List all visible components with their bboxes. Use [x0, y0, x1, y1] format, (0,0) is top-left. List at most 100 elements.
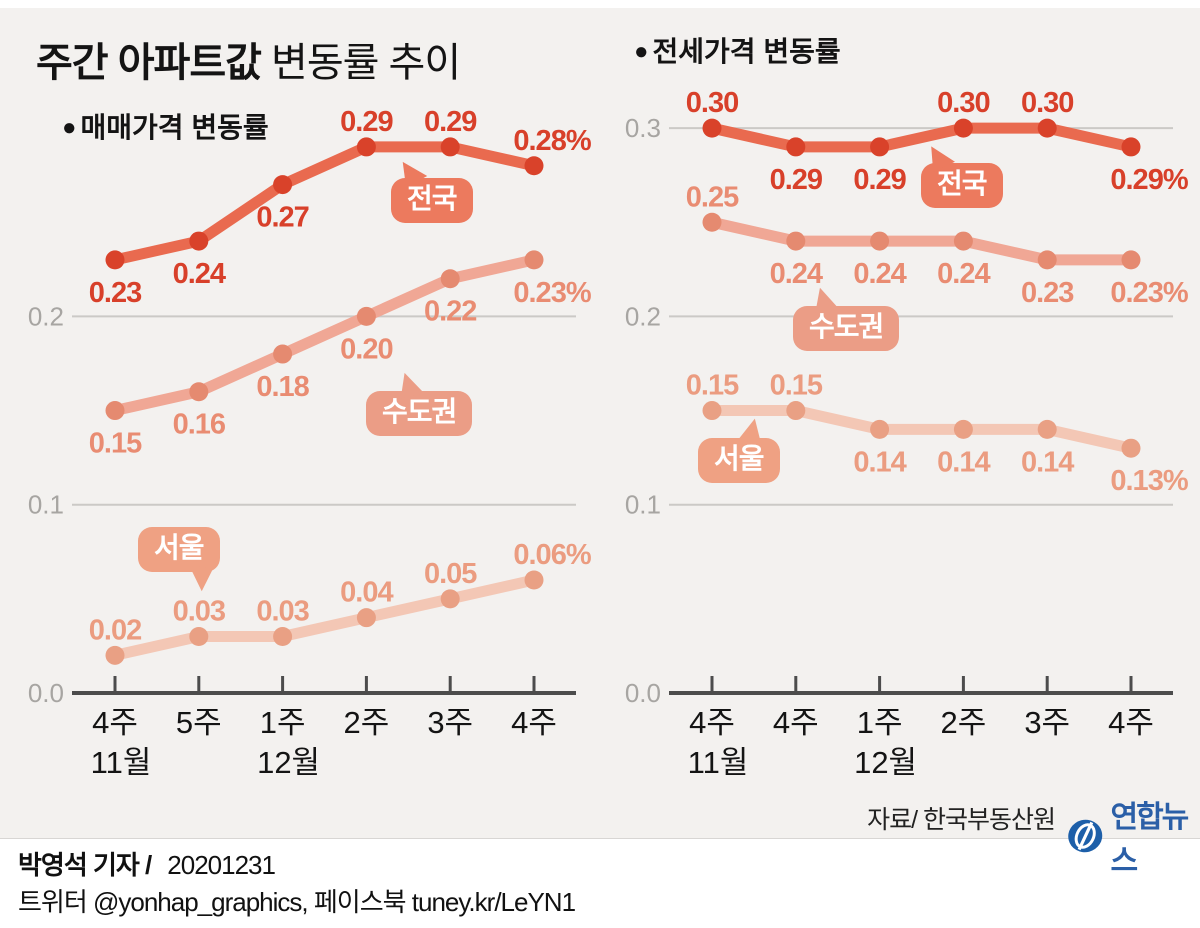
y-tick-label: 0.1	[28, 490, 64, 520]
y-tick-label: 0.3	[625, 113, 661, 143]
data-point	[702, 401, 722, 421]
value-label: 0.23	[89, 277, 142, 309]
value-label: 0.24	[770, 258, 823, 290]
series-label-bubble-수도권: 수도권	[793, 285, 900, 352]
y-tick-label: 0.2	[625, 301, 661, 331]
value-label: 0.24	[853, 258, 906, 290]
y-tick-label: 0.2	[28, 301, 64, 331]
series-line-수도권	[706, 216, 1137, 266]
value-label: 0.15	[770, 370, 823, 402]
value-label: 0.29	[424, 106, 477, 138]
data-point	[189, 231, 209, 251]
value-label: 0.13%	[1110, 465, 1188, 497]
x-tick-label: 4주	[1108, 705, 1154, 740]
data-point	[953, 231, 973, 251]
x-tick-label: 1주	[260, 705, 306, 740]
logo-text: 연합뉴스	[1110, 801, 1189, 878]
page-title: 주간 아파트값 변동률 추이	[36, 30, 461, 88]
value-label: 0.23%	[513, 277, 591, 309]
x-month-label: 11월	[688, 745, 749, 780]
value-label: 0.23	[1021, 277, 1074, 309]
series-line-서울	[109, 574, 540, 661]
data-point	[870, 137, 890, 157]
x-tick-label: 2주	[941, 705, 987, 740]
data-point	[786, 137, 806, 157]
bubble-tail	[186, 565, 214, 593]
data-point	[524, 570, 544, 590]
value-label: 0.18	[256, 371, 309, 403]
value-label: 0.29%	[1110, 164, 1188, 196]
x-tick-label: 2주	[344, 705, 390, 740]
x-tick-label: 1주	[857, 705, 903, 740]
value-label: 0.14	[853, 446, 906, 478]
data-point	[273, 627, 293, 647]
data-point	[1037, 118, 1057, 138]
data-source: 자료/ 한국부동산원	[0, 800, 1056, 836]
x-tick-label: 4주	[511, 705, 557, 740]
footer-byline-row: 박영석 기자 / 20201231	[18, 845, 276, 882]
data-point	[524, 250, 544, 270]
value-label: 0.16	[173, 409, 226, 441]
yonhap-logo: 연합뉴스	[1066, 792, 1200, 880]
x-tick-label: 4주	[92, 705, 138, 740]
data-point	[702, 118, 722, 138]
value-label: 0.05	[424, 558, 477, 590]
series-line-서울	[706, 405, 1137, 454]
value-label: 0.03	[256, 596, 309, 628]
footer-byline: 박영석 기자 /	[18, 850, 152, 880]
data-point	[105, 250, 125, 270]
data-point	[786, 401, 806, 421]
series-line-수도권	[109, 254, 540, 417]
value-label: 0.30	[937, 87, 989, 119]
value-label: 0.14	[1021, 446, 1074, 478]
value-label: 0.06%	[513, 539, 591, 571]
value-label: 0.30	[1021, 87, 1073, 119]
x-month-label: 12월	[257, 745, 320, 780]
series-line-전국	[109, 141, 540, 266]
series-label-bubble-서울: 서울	[698, 415, 780, 484]
value-label: 0.29	[853, 164, 906, 196]
footer-date: 20201231	[167, 850, 276, 880]
data-point	[786, 231, 806, 251]
data-point	[524, 156, 544, 176]
value-label: 0.25	[686, 181, 739, 213]
legend-jeonse-price-label: 전세가격 변동률	[652, 36, 841, 67]
data-point	[702, 212, 722, 232]
series-label-bubble-전국: 전국	[921, 140, 1003, 209]
legend-sale-price-label: 매매가격 변동률	[80, 112, 269, 143]
x-month-label: 11월	[91, 745, 152, 780]
charts-svg: 0.0 0.1 0.2 4주 5주 1주 2주 3주 4주 11월 12월 0.02 0.03 0.03 0…	[28, 87, 1190, 780]
x-tick-label: 4주	[689, 705, 735, 740]
data-point	[953, 419, 973, 439]
value-label: 0.29	[340, 106, 393, 138]
data-point	[440, 137, 460, 157]
data-point	[953, 118, 973, 138]
series-label-bubble-수도권: 수도권	[366, 369, 473, 437]
value-label: 0.15	[686, 370, 739, 402]
bullet-icon: ●	[62, 114, 77, 141]
series-label-bubble-서울: 서울	[138, 527, 220, 593]
data-point	[1037, 419, 1057, 439]
value-label: 0.14	[937, 446, 990, 478]
x-month-label: 12월	[854, 745, 917, 780]
data-point	[870, 231, 890, 251]
value-label: 0.02	[89, 614, 141, 646]
value-label: 0.29	[770, 164, 823, 196]
data-point	[1121, 250, 1141, 270]
bubble-tail	[811, 285, 839, 313]
value-label: 0.30	[686, 87, 738, 119]
value-label: 0.27	[256, 202, 308, 234]
y-tick-label: 0.0	[625, 678, 661, 708]
data-point	[189, 382, 209, 402]
logo-globe-icon	[1068, 819, 1103, 853]
x-tick-label: 5주	[176, 705, 222, 740]
x-tick-label: 4주	[773, 705, 819, 740]
data-point	[105, 401, 125, 421]
page-title-rest: 변동률 추이	[260, 41, 461, 85]
series-label-bubble-전국: 전국	[391, 154, 473, 224]
value-label: 0.04	[340, 577, 393, 609]
value-label: 0.15	[89, 428, 142, 460]
data-point	[1121, 438, 1141, 458]
legend-sale-price: ● 매매가격 변동률	[62, 106, 269, 146]
